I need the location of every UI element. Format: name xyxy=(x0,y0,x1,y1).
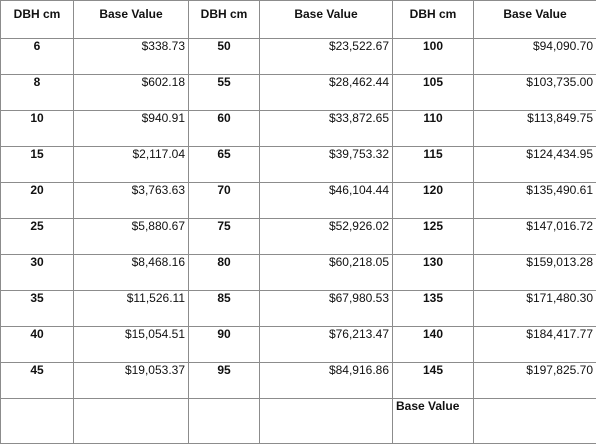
empty-cell xyxy=(259,398,393,444)
dbh-cell: 50 xyxy=(188,38,260,75)
dbh-cell: 105 xyxy=(392,74,474,111)
empty-cell xyxy=(0,398,74,444)
empty-cell xyxy=(73,398,189,444)
dbh-cell: 30 xyxy=(0,254,74,291)
table-row: 6 $338.73 50 $23,522.67 100 $94,090.70 xyxy=(0,38,596,75)
col-header-dbh-2: DBH cm xyxy=(188,0,260,39)
header-row: DBH cm Base Value DBH cm Base Value DBH … xyxy=(0,0,596,39)
col-header-dbh-3: DBH cm xyxy=(392,0,474,39)
base-value-cell: $11,526.11 xyxy=(73,290,189,327)
dbh-cell: 95 xyxy=(188,362,260,399)
base-value-cell: $84,916.86 xyxy=(259,362,393,399)
base-value-cell: $46,104.44 xyxy=(259,182,393,219)
dbh-cell: 40 xyxy=(0,326,74,363)
dbh-cell: 15 xyxy=(0,146,74,183)
base-value-cell: $197,825.70 xyxy=(473,362,596,399)
table-row: 35 $11,526.11 85 $67,980.53 135 $171,480… xyxy=(0,290,596,327)
empty-cell xyxy=(473,398,596,444)
base-value-cell: $94,090.70 xyxy=(473,38,596,75)
dbh-cell: 85 xyxy=(188,290,260,327)
base-value-cell: $39,753.32 xyxy=(259,146,393,183)
dbh-cell: 80 xyxy=(188,254,260,291)
dbh-cell: 20 xyxy=(0,182,74,219)
dbh-cell: 110 xyxy=(392,110,474,147)
table-row-last: Base Value xyxy=(0,398,596,444)
table-row: 15 $2,117.04 65 $39,753.32 115 $124,434.… xyxy=(0,146,596,183)
empty-cell xyxy=(188,398,260,444)
dbh-cell: 70 xyxy=(188,182,260,219)
dbh-cell: 25 xyxy=(0,218,74,255)
dbh-cell: 45 xyxy=(0,362,74,399)
dbh-cell: 35 xyxy=(0,290,74,327)
base-value-cell: $159,013.28 xyxy=(473,254,596,291)
base-value-cell: $52,926.02 xyxy=(259,218,393,255)
base-value-cell: $33,872.65 xyxy=(259,110,393,147)
col-header-dbh-1: DBH cm xyxy=(0,0,74,39)
base-value-cell: $28,462.44 xyxy=(259,74,393,111)
col-header-base-value-2: Base Value xyxy=(259,0,393,39)
base-value-cell: $940.91 xyxy=(73,110,189,147)
base-value-cell: $171,480.30 xyxy=(473,290,596,327)
base-value-cell: $67,980.53 xyxy=(259,290,393,327)
dbh-cell: 125 xyxy=(392,218,474,255)
col-header-base-value-1: Base Value xyxy=(73,0,189,39)
base-value-cell: $113,849.75 xyxy=(473,110,596,147)
base-value-cell: $8,468.16 xyxy=(73,254,189,291)
base-value-cell: $135,490.61 xyxy=(473,182,596,219)
col-header-base-value-3: Base Value xyxy=(473,0,596,39)
base-value-cell: $147,016.72 xyxy=(473,218,596,255)
base-value-cell: $338.73 xyxy=(73,38,189,75)
table-row: 10 $940.91 60 $33,872.65 110 $113,849.75 xyxy=(0,110,596,147)
base-value-cell: $76,213.47 xyxy=(259,326,393,363)
dbh-cell: 10 xyxy=(0,110,74,147)
base-value-cell: $5,880.67 xyxy=(73,218,189,255)
base-value-cell: $184,417.77 xyxy=(473,326,596,363)
dbh-cell: 6 xyxy=(0,38,74,75)
dbh-cell: 65 xyxy=(188,146,260,183)
base-value-cell: $19,053.37 xyxy=(73,362,189,399)
dbh-cell: 90 xyxy=(188,326,260,363)
base-value-cell: $103,735.00 xyxy=(473,74,596,111)
table-row: 30 $8,468.16 80 $60,218.05 130 $159,013.… xyxy=(0,254,596,291)
base-value-cell: $60,218.05 xyxy=(259,254,393,291)
dbh-cell: 140 xyxy=(392,326,474,363)
base-value-cell: $2,117.04 xyxy=(73,146,189,183)
base-value-cell: $3,763.63 xyxy=(73,182,189,219)
table-row: 8 $602.18 55 $28,462.44 105 $103,735.00 xyxy=(0,74,596,111)
dbh-cell: 8 xyxy=(0,74,74,111)
dbh-cell: 130 xyxy=(392,254,474,291)
dbh-cell: 100 xyxy=(392,38,474,75)
table-row: 25 $5,880.67 75 $52,926.02 125 $147,016.… xyxy=(0,218,596,255)
dbh-cell: 60 xyxy=(188,110,260,147)
dbh-cell: 75 xyxy=(188,218,260,255)
dbh-cell: 145 xyxy=(392,362,474,399)
table-row: 40 $15,054.51 90 $76,213.47 140 $184,417… xyxy=(0,326,596,363)
base-value-cell: $23,522.67 xyxy=(259,38,393,75)
dbh-cell: 115 xyxy=(392,146,474,183)
table-row: 45 $19,053.37 95 $84,916.86 145 $197,825… xyxy=(0,362,596,399)
base-value-cell: $15,054.51 xyxy=(73,326,189,363)
base-value-label-cell: Base Value xyxy=(392,398,474,444)
base-value-cell: $602.18 xyxy=(73,74,189,111)
dbh-cell: 55 xyxy=(188,74,260,111)
base-value-cell: $124,434.95 xyxy=(473,146,596,183)
dbh-cell: 120 xyxy=(392,182,474,219)
dbh-cell: 135 xyxy=(392,290,474,327)
table-row: 20 $3,763.63 70 $46,104.44 120 $135,490.… xyxy=(0,182,596,219)
